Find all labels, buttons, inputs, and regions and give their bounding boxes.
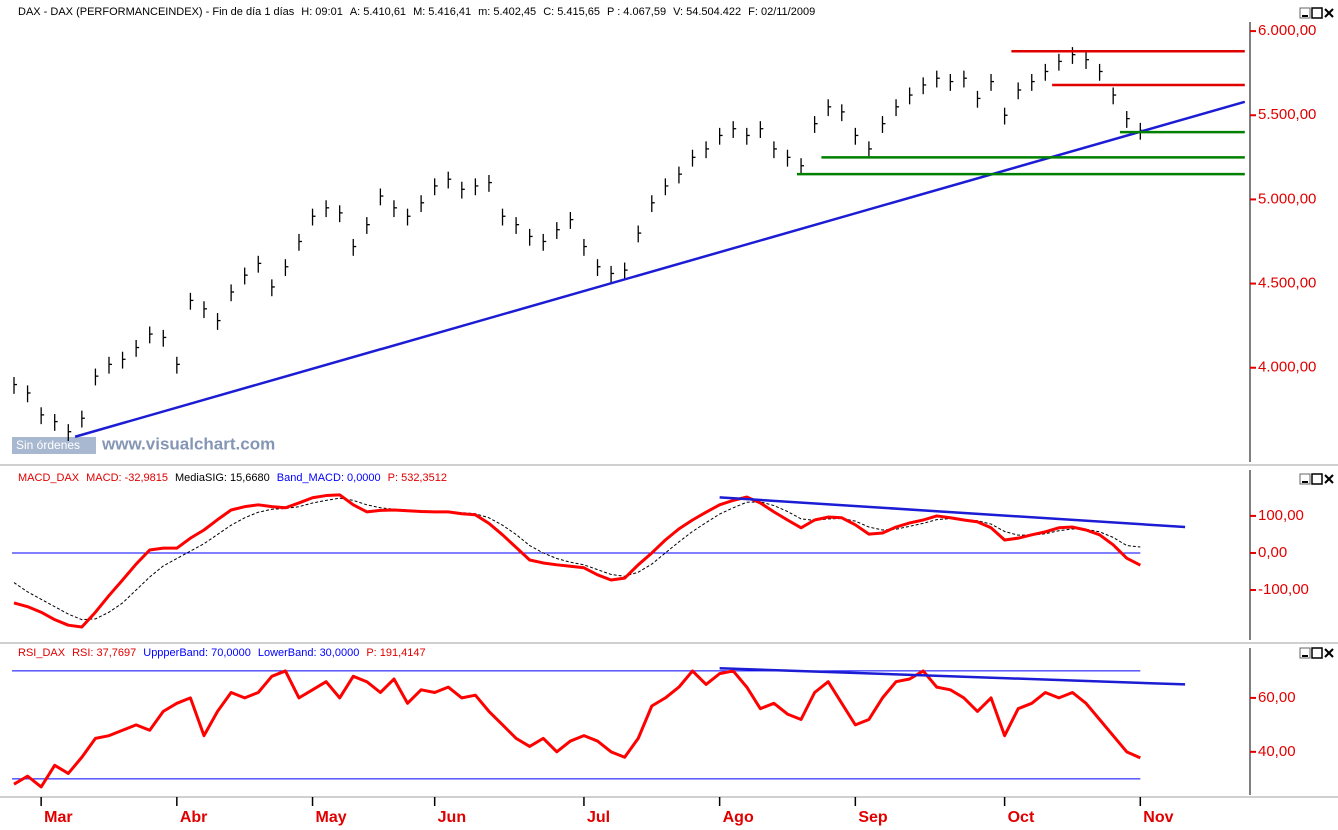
header-label: M: [413,6,425,18]
x-tick-label: Abr [180,809,208,826]
x-tick-label: Jul [587,809,610,826]
header-value: 30,0000 [320,647,360,659]
header-label: m: [478,6,490,18]
header-value: -32,9815 [125,472,168,484]
header-label: C: [543,6,554,18]
trend-line [719,666,1186,686]
header-value: 0,0000 [347,472,381,484]
x-tick-label: Ago [723,809,754,826]
x-tick-label: Oct [1008,809,1035,826]
panel-header: MACD_DAX MACD: -32,9815 MediaSIG: 15,6680 Ban… [18,472,447,484]
x-tick-label: Nov [1143,809,1173,826]
panel-header: RSI_DAX RSI: 37,7697 UppperBand: 70,0000 Lowe… [18,647,426,659]
header-label: H: [301,6,312,18]
header-value: 02/11/2009 [761,6,815,18]
header-value: 5.416,41 [428,6,471,18]
header-value: 70,0000 [211,647,251,659]
header-title: RSI_DAX [18,647,66,659]
header-value: 191,4147 [380,647,426,659]
x-tick-label: Jun [438,809,466,826]
header-label: P : [607,6,620,18]
header-value: 5.402,45 [493,6,536,18]
y-tick-label: 4.500,00 [1258,275,1316,292]
header-title: MACD_DAX [18,472,80,484]
header-label: A: [350,6,360,18]
y-tick-label: 40,00 [1258,743,1296,760]
y-tick-label: 4.000,00 [1258,359,1316,376]
header-value: 5.410,61 [363,6,406,18]
x-tick-label: Mar [44,809,72,826]
header-label: V: [673,6,683,18]
header-label: MediaSIG: [175,472,227,484]
header-label: Band_MACD: [277,472,344,484]
y-tick-label: -100,00 [1258,581,1309,598]
panel-header: DAX - DAX (PERFORMANCEINDEX) - Fin de dí… [18,6,815,18]
header-value: 5.415,65 [557,6,600,18]
indicator-line [13,493,1142,629]
header-label: P: [388,472,398,484]
y-tick-label: 5.000,00 [1258,190,1316,207]
header-label: RSI: [72,647,93,659]
window-buttons[interactable] [1299,7,1334,659]
header-value: 15,6680 [230,472,270,484]
y-tick-label: 6.000,00 [1258,22,1316,39]
y-tick-label: 5.500,00 [1258,106,1316,123]
header-value: 54.504.422 [686,6,741,18]
watermark-status: Sin órdenes [16,438,80,452]
header-label: F: [748,6,758,18]
header-label: P: [366,647,376,659]
x-tick-label: Sep [858,809,888,826]
header-title: DAX - DAX (PERFORMANCEINDEX) - Fin de dí… [18,6,295,18]
header-label: UppperBand: [143,647,208,659]
x-tick-label: May [316,809,347,826]
header-value: 532,3512 [401,472,447,484]
header-value: 4.067,59 [623,6,666,18]
y-tick-label: 100,00 [1258,507,1304,524]
trend-line [719,496,1186,529]
watermark-box [12,437,96,454]
indicator-line [13,669,1141,789]
header-label: LowerBand: [258,647,317,659]
y-tick-label: 60,00 [1258,689,1296,706]
watermark-site: www.visualchart.com [101,434,275,453]
header-value: 37,7697 [96,647,136,659]
y-tick-label: 0,00 [1258,544,1287,561]
header-label: MACD: [86,472,121,484]
header-value: 09:01 [315,6,343,18]
